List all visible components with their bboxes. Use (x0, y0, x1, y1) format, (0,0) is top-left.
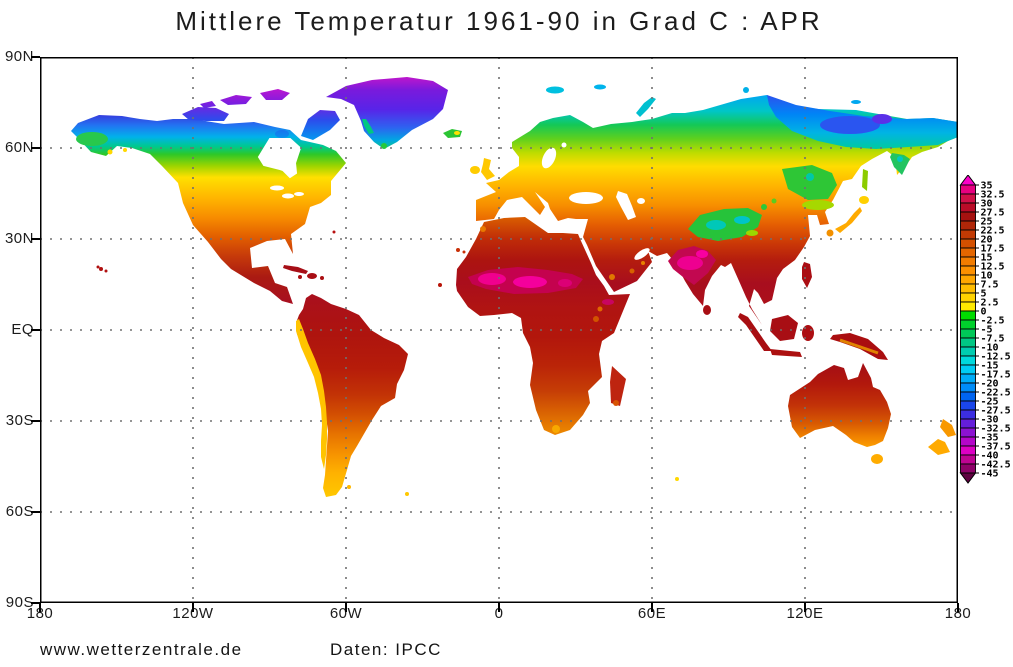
landmass-north-america (71, 115, 346, 304)
colorbar-cell (961, 203, 976, 212)
website-label: www.wetterzentrale.de (40, 640, 243, 660)
colorbar-cell (961, 284, 976, 293)
colorbar-cell (961, 329, 976, 338)
colorbar-cell (961, 230, 976, 239)
landmass-australia (788, 363, 891, 464)
world-temperature-map (40, 57, 958, 603)
colorbar-cell (961, 365, 976, 374)
lat-tick-label: 30N (0, 231, 34, 247)
colorbar-cell (961, 221, 976, 230)
colorbar-cell (961, 401, 976, 410)
landmass-britain-ireland (470, 158, 495, 180)
colorbar-arrow-up (961, 175, 976, 185)
colorbar-cell (961, 455, 976, 464)
landmass-greenland (326, 77, 448, 149)
colorbar-cell (961, 419, 976, 428)
data-source-label: Daten: IPCC (330, 640, 442, 660)
lat-tick-label: 90N (0, 49, 34, 65)
lat-tick-label: 30S (0, 413, 34, 429)
colorbar-cell (961, 212, 976, 221)
colorbar-cell (961, 374, 976, 383)
page-title: Mittlere Temperatur 1961-90 in Grad C : … (40, 6, 958, 37)
colorbar-cell (961, 437, 976, 446)
map-plot-area (40, 57, 958, 603)
lon-tick-mark (498, 603, 500, 612)
landmass-iceland (443, 129, 462, 138)
colorbar-cell (961, 392, 976, 401)
lon-tick-mark (192, 603, 194, 612)
lon-tick-mark (345, 603, 347, 612)
landmass-south-america (296, 294, 408, 497)
weather-map-page: Mittlere Temperatur 1961-90 in Grad C : … (0, 0, 1013, 667)
colorbar-cell (961, 383, 976, 392)
colorbar-cell (961, 257, 976, 266)
landmass-madagascar (610, 366, 626, 406)
colorbar-cell (961, 239, 976, 248)
lat-tick-mark (31, 511, 40, 513)
lon-tick-mark (651, 603, 653, 612)
black-sea (569, 192, 603, 204)
lat-tick-label: EQ (0, 322, 34, 338)
colorbar-cell (961, 446, 976, 455)
colorbar-cell (961, 248, 976, 257)
colorbar-cell (961, 185, 976, 194)
colorbar-cell (961, 347, 976, 356)
lat-tick-mark (31, 238, 40, 240)
colorbar-cell (961, 302, 976, 311)
lat-tick-mark (31, 420, 40, 422)
color-scale-svg: 3532.53027.52522.52017.51512.5107.552.50… (959, 175, 1013, 487)
lat-tick-mark (31, 147, 40, 149)
colorbar-cell (961, 410, 976, 419)
colorbar-cell (961, 428, 976, 437)
colorbar-cell (961, 320, 976, 329)
lon-tick-mark (804, 603, 806, 612)
colorbar-label: -45 (981, 469, 999, 480)
colorbar-cell (961, 293, 976, 302)
colorbar-cell (961, 464, 976, 473)
colorbar-cell (961, 275, 976, 284)
colorbar-cell (961, 338, 976, 347)
tasmania (871, 454, 883, 464)
colorbar-cell (961, 356, 976, 365)
lon-tick-mark (39, 603, 41, 612)
colorbar-arrow-down (961, 473, 976, 483)
lat-tick-mark (31, 56, 40, 58)
colorbar-cell (961, 311, 976, 320)
lon-tick-mark (957, 603, 959, 612)
landmass-new-zealand (928, 419, 956, 455)
lat-tick-label: 60N (0, 140, 34, 156)
colorbar-cell (961, 266, 976, 275)
lat-tick-mark (31, 329, 40, 331)
colorbar-cell (961, 194, 976, 203)
lat-tick-label: 60S (0, 504, 34, 520)
